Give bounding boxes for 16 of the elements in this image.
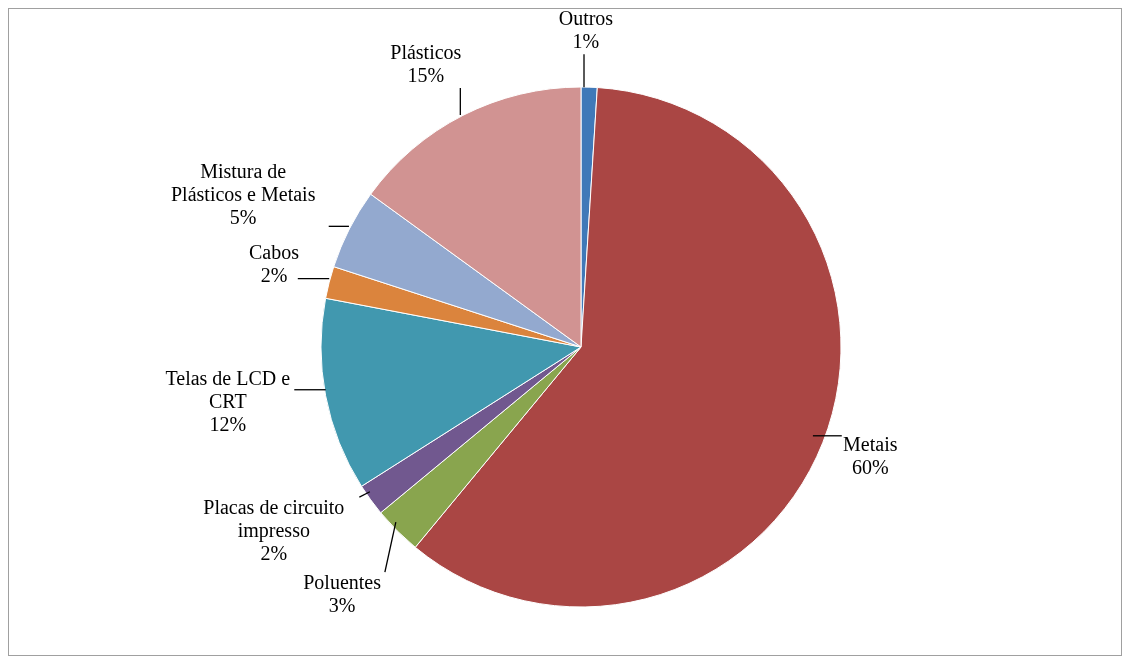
slice-label: Outros [558,7,614,30]
slice-label: Metais [843,432,898,455]
slice-label: Mistura de Plásticos e Metais [170,160,316,206]
slice-label: Poluentes [303,571,382,594]
data-label: 2% [260,542,288,565]
slice-label: Cabos [249,240,300,263]
data-label: 2% [260,263,288,286]
data-label: 3% [328,594,356,617]
slice-label: Plásticos [390,41,462,64]
data-label: 12% [209,413,247,436]
data-label: 5% [229,206,257,229]
slice-label: Telas de LCD e CRT [165,367,291,413]
data-label: 1% [572,30,600,53]
slice-label: Placas de circuito impresso [203,496,345,543]
data-label: 60% [851,455,889,478]
data-label: 15% [407,64,445,87]
